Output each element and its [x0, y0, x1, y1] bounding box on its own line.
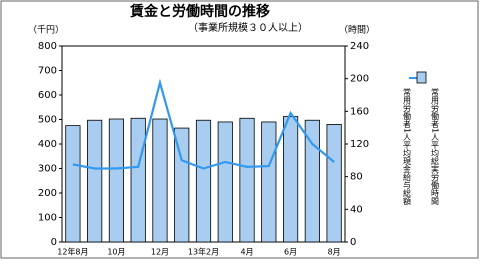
- y2-tick-label: 240: [350, 41, 369, 52]
- x-tick-label: 4月: [240, 248, 253, 257]
- y-tick-label: 600: [38, 90, 57, 101]
- y2-tick-label: 160: [350, 106, 369, 117]
- bar: [87, 119, 103, 243]
- bar: [217, 121, 233, 243]
- x-tick-label: 13年2月: [188, 247, 219, 257]
- y-tick-label: 200: [38, 188, 57, 199]
- bar: [195, 119, 212, 243]
- bar: [261, 121, 277, 243]
- y-tick-label: 0: [51, 237, 57, 248]
- y-tick-label: 100: [38, 213, 57, 224]
- legend-label: 常用労働者1人平均現金給与総額: [403, 88, 412, 206]
- bar: [152, 118, 168, 243]
- bar: [282, 116, 299, 243]
- bar: [130, 117, 146, 243]
- y2-tick-label: 0: [350, 237, 356, 248]
- y2-axis-label: （時間）: [339, 25, 375, 36]
- y-axis-label: （千円）: [28, 25, 64, 36]
- y-tick-label: 800: [38, 41, 57, 52]
- y-tick-label: 300: [38, 164, 57, 175]
- x-tick-label: 12年8月: [57, 247, 88, 257]
- y-tick-label: 700: [38, 66, 57, 77]
- y2-tick-label: 120: [350, 139, 369, 150]
- bar: [174, 127, 190, 243]
- y-tick-label: 400: [38, 139, 57, 150]
- x-tick-label: 8月: [328, 248, 341, 257]
- y2-tick-label: 200: [350, 74, 369, 85]
- y-tick-label: 500: [38, 115, 57, 126]
- bar: [65, 125, 81, 243]
- bar: [108, 118, 125, 243]
- chart-title: 賃金と労働時間の推移: [129, 3, 270, 20]
- line: [72, 78, 335, 170]
- y2-tick-label: 80: [350, 172, 363, 183]
- x-tick-label: 6月: [284, 248, 297, 257]
- legend-swatch: [416, 71, 427, 84]
- x-tick-label: 12月: [151, 248, 169, 257]
- bar: [326, 124, 342, 243]
- bar: [239, 117, 255, 243]
- legend-label: 常用労働者1人平均総実労働時間: [431, 88, 440, 206]
- y2-tick-label: 40: [350, 204, 363, 215]
- chart-subtitle: （事業所規模３０人以上）: [188, 21, 308, 34]
- x-tick-label: 10月: [107, 248, 125, 257]
- bar: [304, 119, 320, 243]
